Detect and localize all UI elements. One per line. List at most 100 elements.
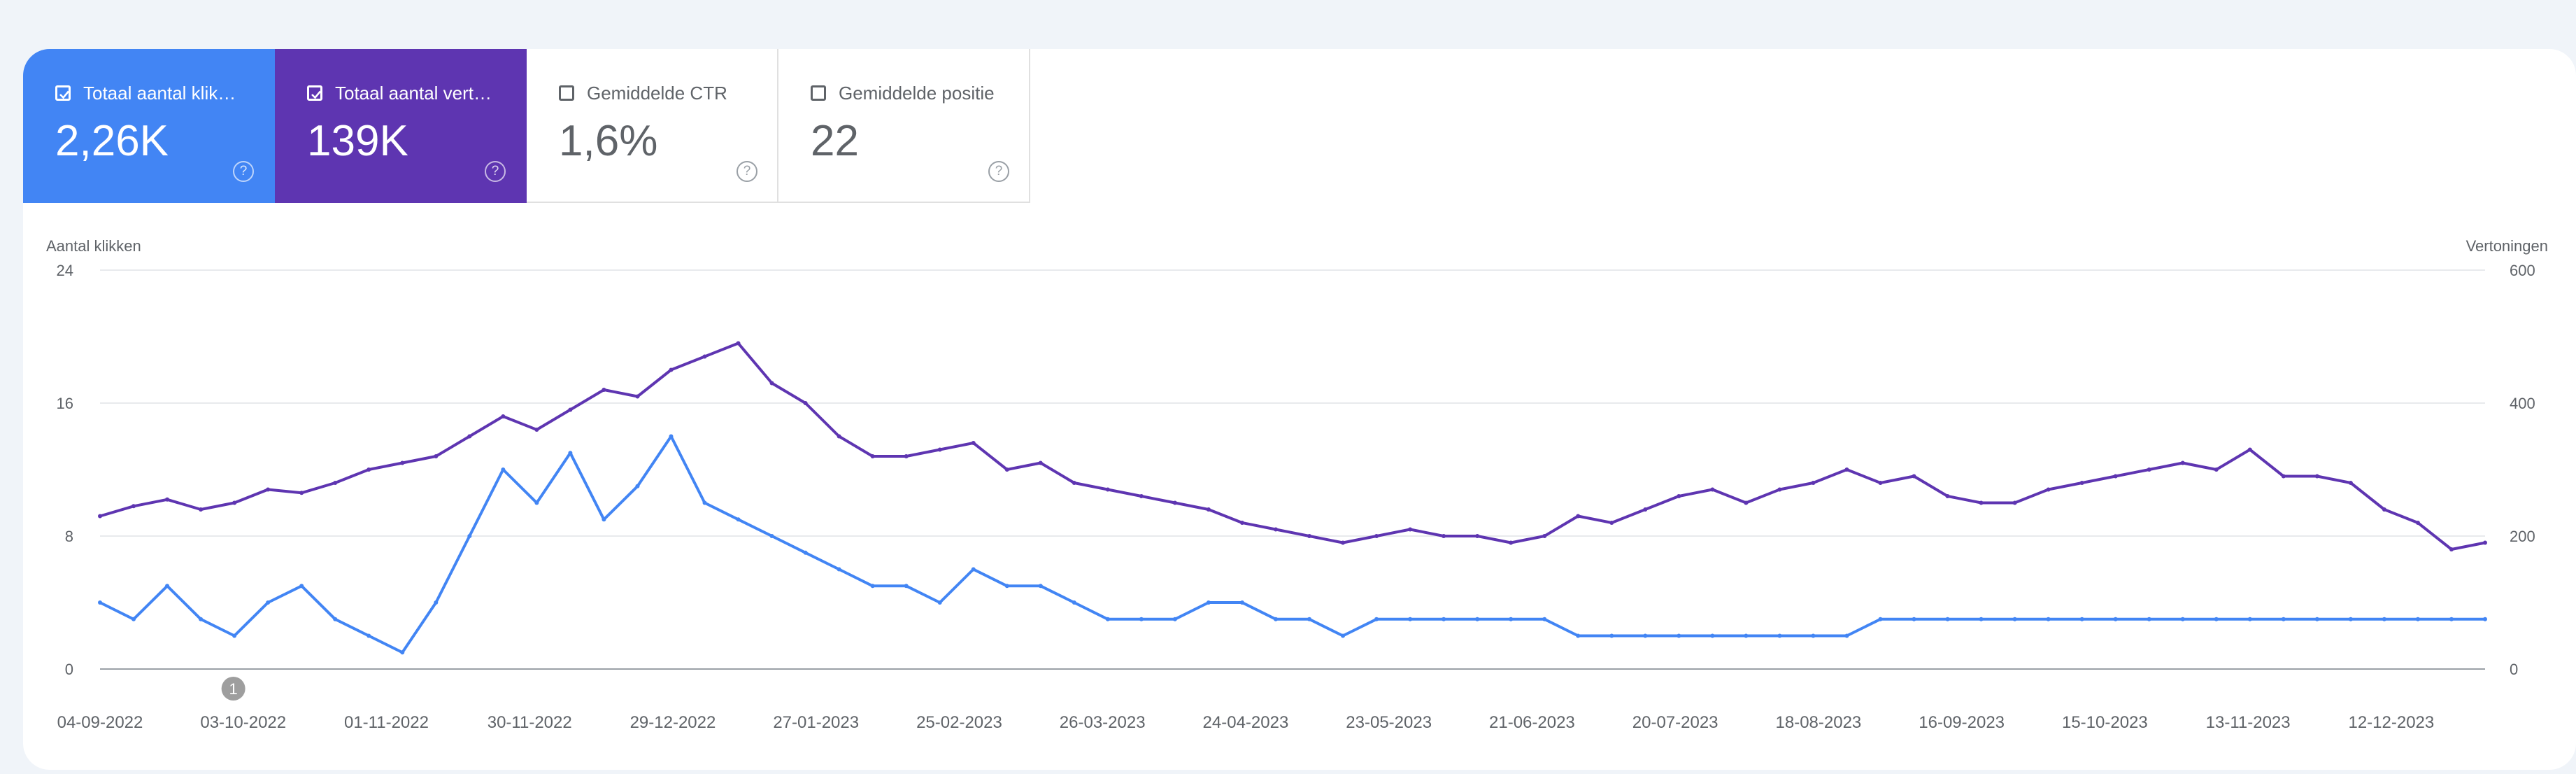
data-point[interactable]: [367, 467, 371, 472]
help-icon[interactable]: ?: [988, 161, 1009, 182]
data-point[interactable]: [837, 567, 841, 572]
data-point[interactable]: [1105, 617, 1110, 621]
data-point[interactable]: [1408, 527, 1413, 532]
data-point[interactable]: [1744, 500, 1749, 505]
data-point[interactable]: [266, 487, 271, 492]
data-point[interactable]: [1206, 600, 1211, 605]
data-point[interactable]: [2214, 467, 2219, 472]
data-point[interactable]: [2180, 460, 2185, 465]
data-point[interactable]: [501, 467, 506, 472]
data-point[interactable]: [2247, 447, 2252, 452]
data-point[interactable]: [2079, 617, 2084, 621]
help-icon[interactable]: ?: [736, 161, 757, 182]
help-icon[interactable]: ?: [233, 161, 254, 182]
data-point[interactable]: [2314, 474, 2319, 479]
data-point[interactable]: [769, 381, 774, 386]
data-point[interactable]: [98, 600, 102, 605]
data-point[interactable]: [669, 367, 674, 372]
data-point[interactable]: [702, 500, 707, 505]
data-point[interactable]: [165, 584, 170, 589]
data-point[interactable]: [1307, 617, 1312, 621]
data-point[interactable]: [333, 617, 338, 621]
data-point[interactable]: [1374, 534, 1379, 538]
metric-card-ctr[interactable]: Gemiddelde CTR 1,6% ?: [527, 49, 778, 203]
data-point[interactable]: [299, 584, 304, 589]
data-point[interactable]: [232, 633, 237, 638]
data-point[interactable]: [1038, 460, 1043, 465]
data-point[interactable]: [98, 514, 102, 519]
data-point[interactable]: [837, 434, 841, 439]
checkbox-checked-icon[interactable]: [55, 85, 71, 101]
data-point[interactable]: [2281, 617, 2286, 621]
data-point[interactable]: [1643, 633, 1648, 638]
data-point[interactable]: [1408, 617, 1413, 621]
data-point[interactable]: [501, 414, 506, 418]
data-point[interactable]: [669, 434, 674, 439]
data-point[interactable]: [1105, 487, 1110, 492]
data-point[interactable]: [635, 394, 640, 399]
data-point[interactable]: [937, 447, 942, 452]
data-point[interactable]: [2449, 617, 2454, 621]
data-point[interactable]: [1710, 633, 1715, 638]
data-point[interactable]: [1273, 527, 1278, 532]
annotation-marker[interactable]: [221, 677, 245, 701]
data-point[interactable]: [1878, 481, 1883, 485]
data-point[interactable]: [1945, 494, 1950, 498]
data-point[interactable]: [400, 460, 405, 465]
data-point[interactable]: [1643, 507, 1648, 512]
data-point[interactable]: [434, 600, 439, 605]
data-point[interactable]: [1172, 500, 1177, 505]
data-point[interactable]: [1475, 534, 1480, 538]
data-point[interactable]: [1844, 467, 1849, 472]
data-point[interactable]: [1979, 617, 1984, 621]
data-point[interactable]: [2046, 487, 2051, 492]
data-point[interactable]: [2382, 507, 2386, 512]
data-point[interactable]: [2147, 617, 2151, 621]
data-point[interactable]: [232, 500, 237, 505]
metric-card-clicks[interactable]: Totaal aantal klik… 2,26K ?: [23, 49, 275, 203]
data-point[interactable]: [602, 388, 606, 392]
data-point[interactable]: [1004, 584, 1009, 589]
data-point[interactable]: [2147, 467, 2151, 472]
data-point[interactable]: [1072, 481, 1076, 485]
data-point[interactable]: [1811, 481, 1816, 485]
data-point[interactable]: [467, 434, 472, 439]
data-point[interactable]: [165, 497, 170, 502]
data-point[interactable]: [2012, 617, 2017, 621]
data-point[interactable]: [1811, 633, 1816, 638]
data-point[interactable]: [702, 354, 707, 359]
data-point[interactable]: [904, 584, 909, 589]
checkbox-unchecked-icon[interactable]: [811, 85, 826, 101]
data-point[interactable]: [1172, 617, 1177, 621]
data-point[interactable]: [1945, 617, 1950, 621]
data-point[interactable]: [1777, 487, 1782, 492]
data-point[interactable]: [1844, 633, 1849, 638]
data-point[interactable]: [2314, 617, 2319, 621]
data-point[interactable]: [131, 504, 136, 509]
data-point[interactable]: [131, 617, 136, 621]
data-point[interactable]: [1744, 633, 1749, 638]
data-point[interactable]: [299, 491, 304, 495]
data-point[interactable]: [1609, 633, 1614, 638]
help-icon[interactable]: ?: [485, 161, 506, 182]
data-point[interactable]: [534, 500, 539, 505]
data-point[interactable]: [1374, 617, 1379, 621]
data-point[interactable]: [568, 451, 573, 456]
data-point[interactable]: [2483, 540, 2487, 545]
data-point[interactable]: [2214, 617, 2219, 621]
data-point[interactable]: [1239, 600, 1244, 605]
data-point[interactable]: [1542, 617, 1547, 621]
data-point[interactable]: [2113, 474, 2118, 479]
data-point[interactable]: [803, 401, 808, 405]
checkbox-checked-icon[interactable]: [307, 85, 322, 101]
data-point[interactable]: [2113, 617, 2118, 621]
data-point[interactable]: [1576, 633, 1581, 638]
data-point[interactable]: [1912, 617, 1916, 621]
data-point[interactable]: [367, 633, 371, 638]
data-point[interactable]: [937, 600, 942, 605]
data-point[interactable]: [1341, 633, 1346, 638]
data-point[interactable]: [2012, 500, 2017, 505]
data-point[interactable]: [2348, 481, 2353, 485]
data-point[interactable]: [870, 454, 875, 458]
checkbox-unchecked-icon[interactable]: [559, 85, 574, 101]
